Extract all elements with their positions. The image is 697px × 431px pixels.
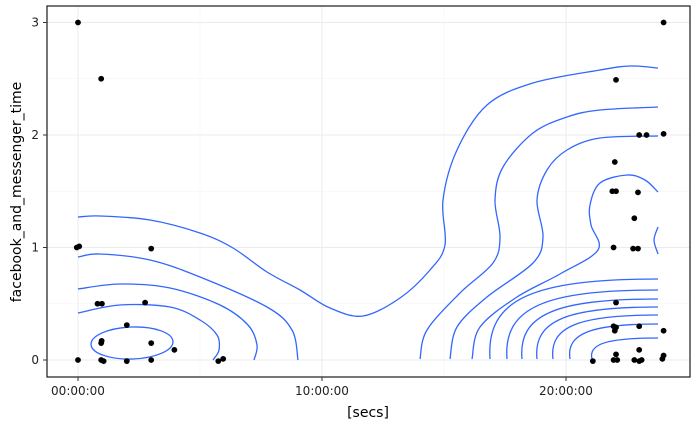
data-point: [613, 351, 619, 358]
density-contour-line: [506, 289, 659, 360]
data-points: [73, 19, 667, 365]
y-tick-label: 0: [31, 353, 39, 367]
data-point: [76, 243, 83, 250]
data-point: [643, 132, 650, 138]
density-contour-line: [653, 226, 659, 255]
density-contour-line: [489, 278, 659, 360]
data-point: [142, 299, 149, 306]
data-point: [611, 159, 618, 165]
panel-border: [46, 5, 691, 378]
data-point: [148, 340, 155, 347]
data-point: [100, 358, 107, 365]
density-contour-line: [449, 135, 659, 360]
density-contour-ellipse: [90, 326, 174, 360]
density-contour-line: [552, 314, 659, 360]
data-point: [636, 346, 643, 353]
x-tick-label: 00:00:00: [51, 384, 105, 398]
data-point: [98, 337, 105, 344]
data-point: [611, 327, 618, 334]
data-point: [123, 358, 130, 365]
y-axis-ticks: 0 1 2 3: [31, 16, 47, 367]
data-point: [220, 355, 227, 362]
data-point: [613, 299, 619, 306]
data-point: [215, 358, 222, 365]
data-point: [610, 244, 617, 251]
density-contour-line: [521, 298, 659, 360]
data-point: [660, 352, 667, 359]
data-point: [631, 357, 638, 363]
density-contour-line: [536, 306, 659, 360]
density-contour-line: [77, 283, 258, 361]
y-axis-label: facebook_and_messenger_time: [9, 82, 25, 303]
data-point: [123, 322, 130, 329]
y-tick-label: 1: [31, 241, 39, 255]
x-tick-label: 10:00:00: [295, 384, 349, 398]
data-point: [636, 132, 643, 138]
data-point: [638, 357, 645, 363]
data-point: [614, 357, 621, 363]
y-tick-label: 3: [31, 16, 39, 30]
data-point: [660, 130, 667, 137]
x-axis-label: [secs]: [347, 405, 389, 421]
density-contour-line: [590, 337, 659, 360]
data-point: [94, 300, 101, 307]
data-point: [635, 245, 641, 252]
density-contour-line: [77, 303, 221, 361]
data-point: [148, 357, 155, 363]
data-point: [98, 75, 105, 82]
data-point: [630, 245, 636, 252]
data-point: [635, 189, 641, 196]
data-point: [75, 357, 81, 363]
data-point: [636, 323, 643, 330]
data-point: [613, 188, 619, 195]
data-point: [660, 327, 667, 334]
x-tick-label: 20:00:00: [539, 384, 593, 398]
data-point: [613, 76, 619, 83]
data-point: [589, 358, 596, 365]
density-contour-line: [471, 174, 659, 360]
data-point: [75, 19, 81, 26]
data-point: [660, 19, 667, 26]
density-contour-line: [77, 65, 659, 317]
data-point: [171, 346, 178, 353]
data-point: [148, 245, 155, 252]
density-contour-line: [419, 106, 659, 360]
grid-lines: [47, 6, 690, 377]
data-point: [631, 215, 638, 222]
y-tick-label: 2: [31, 128, 39, 142]
x-axis-ticks: 00:00:00 10:00:00 20:00:00: [51, 377, 593, 398]
data-point: [99, 300, 105, 307]
density-contour-line: [77, 253, 299, 361]
